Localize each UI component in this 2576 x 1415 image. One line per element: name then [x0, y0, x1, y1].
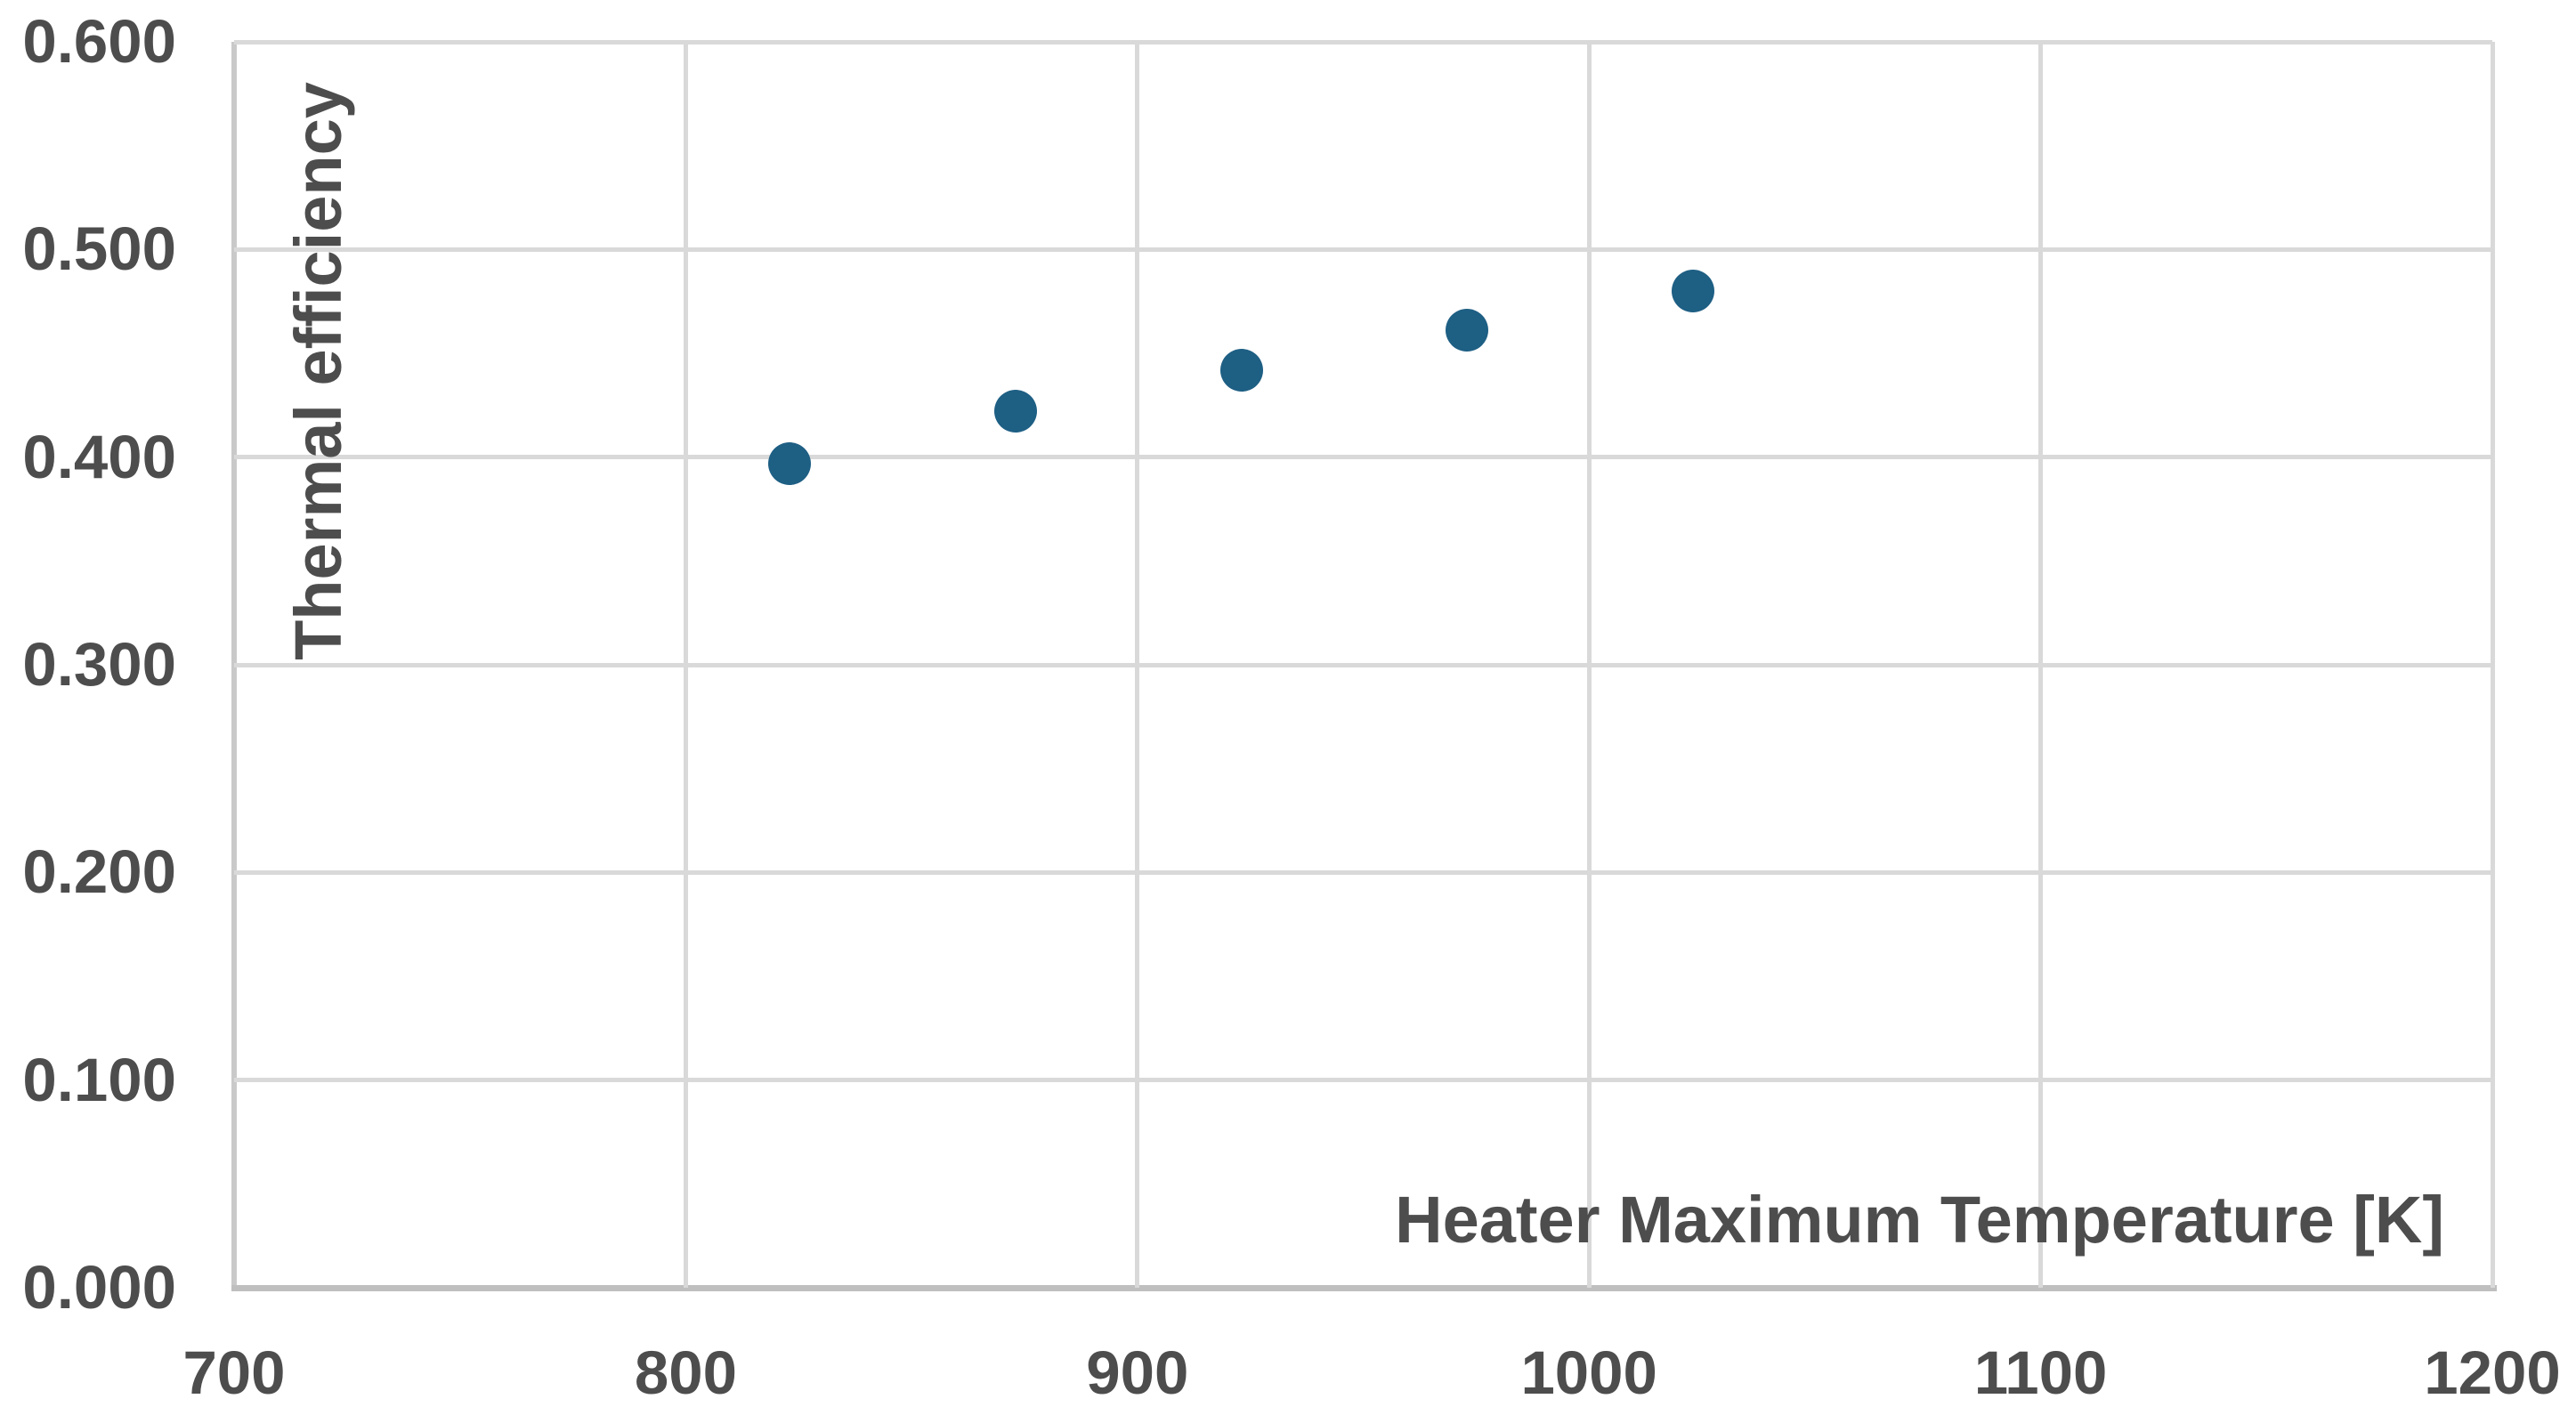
x-axis-tick-label: 900: [1086, 1338, 1189, 1407]
x-axis-tick-label: 1000: [1520, 1338, 1657, 1407]
y-axis-tick-label: 0.100: [22, 1045, 176, 1114]
y-axis-tick-label: 0.600: [22, 7, 176, 76]
x-axis-tick-label: 800: [634, 1338, 737, 1407]
x-axis-title: Heater Maximum Temperature [K]: [1395, 1183, 2444, 1257]
y-axis-tick-label: 0.400: [22, 422, 176, 491]
data-point: [1446, 309, 1489, 352]
x-axis-tick-label: 1200: [2424, 1338, 2561, 1407]
horizontal-gridline: [234, 1078, 2492, 1083]
x-axis-tick-label: 700: [182, 1338, 286, 1407]
y-axis-title: Thermal efficiency: [281, 82, 355, 660]
horizontal-gridline: [234, 662, 2492, 667]
vertical-gridline: [2490, 42, 2495, 1288]
y-axis-tick-label: 0.300: [22, 630, 176, 699]
data-point: [993, 390, 1037, 433]
data-point: [1671, 270, 1714, 312]
data-point: [1219, 348, 1263, 392]
horizontal-gridline: [234, 39, 2492, 44]
horizontal-gridline: [234, 869, 2492, 875]
y-axis-tick-label: 0.200: [22, 837, 176, 907]
y-axis-tick-label: 0.500: [22, 214, 176, 284]
x-axis-tick-label: 1100: [1973, 1338, 2108, 1407]
horizontal-gridline: [234, 247, 2492, 252]
y-axis-tick-label: 0.000: [22, 1253, 176, 1322]
x-axis-line: [231, 1285, 2497, 1291]
data-point: [768, 441, 812, 485]
horizontal-gridline: [234, 455, 2492, 460]
